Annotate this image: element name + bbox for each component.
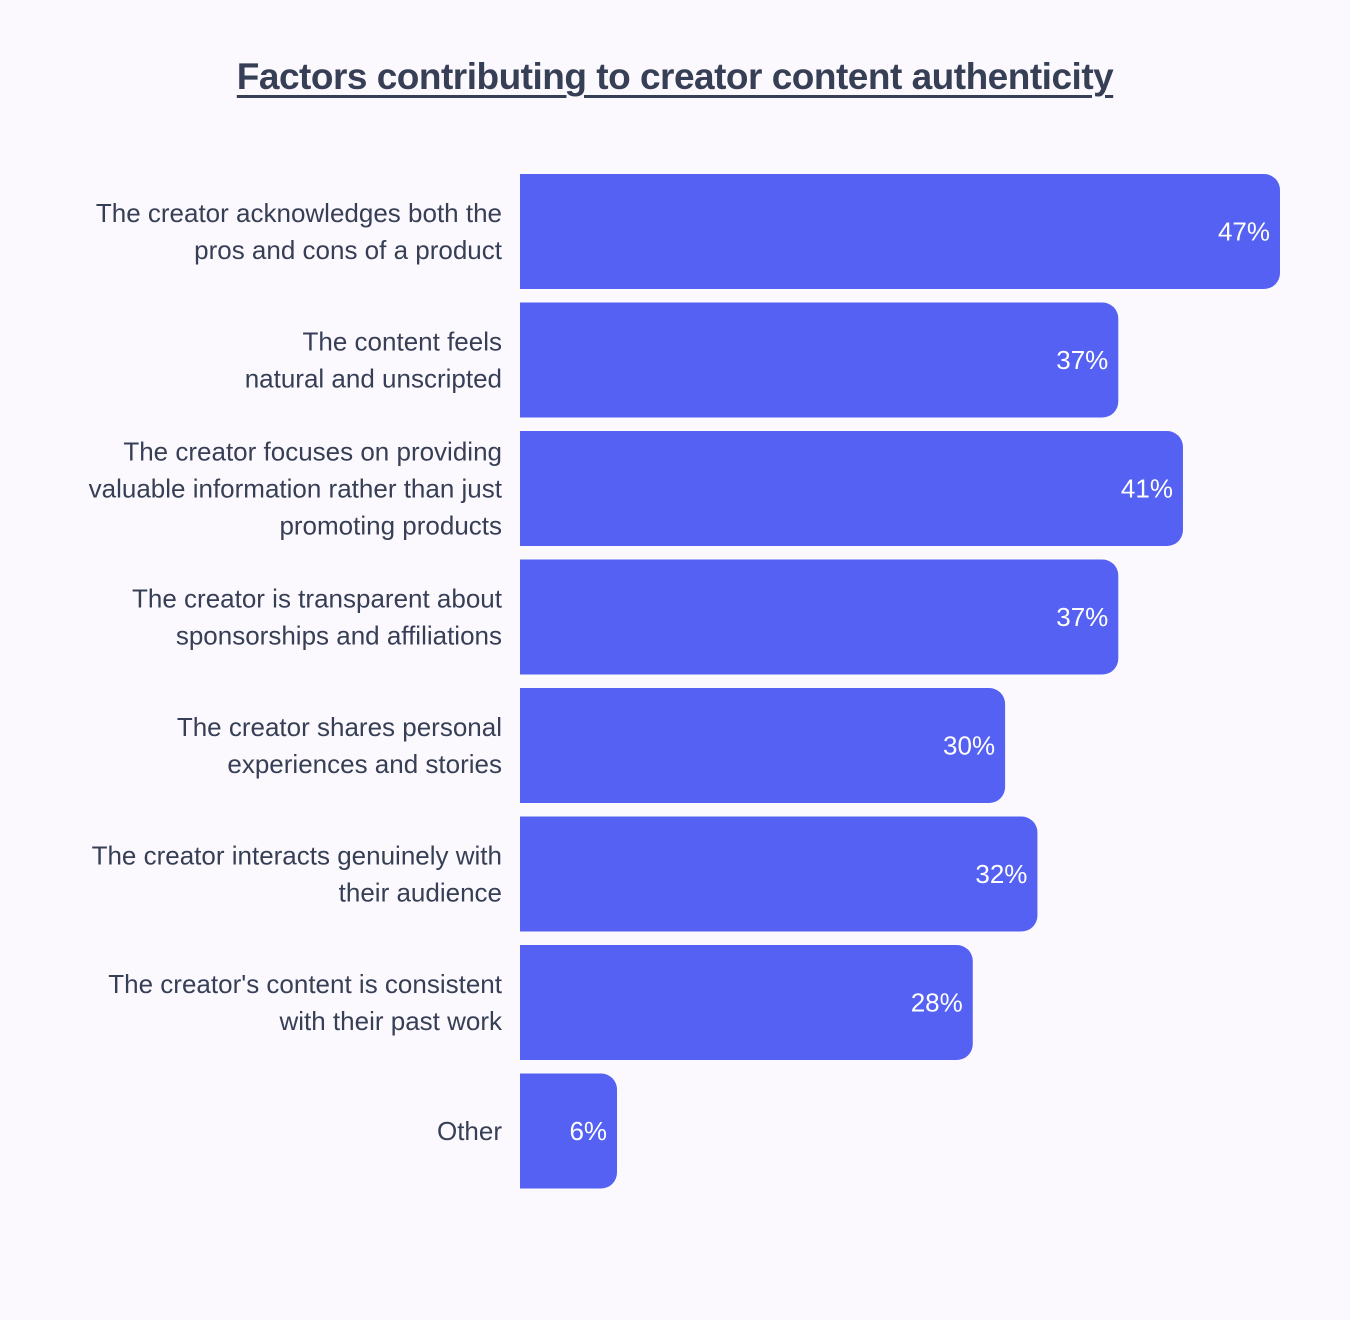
bar [520,1073,618,1189]
category-label-line: experiences and stories [227,749,502,779]
data-label: 37% [1056,602,1108,632]
bar [520,302,1119,418]
chart-title: Factors contributing to creator content … [236,56,1114,97]
category-label-line: The content feels [303,327,502,357]
bar [520,945,973,1060]
category-label: The creator acknowledges both the pros an… [96,198,503,265]
bar [520,431,1183,546]
data-label: 30% [943,731,995,761]
category-label: The creator's content is consistent with … [108,969,503,1036]
category-label-line: The creator acknowledges both the [96,198,502,228]
data-label: 37% [1056,345,1108,375]
data-label: 47% [1218,217,1270,247]
data-label: 32% [975,859,1027,889]
category-label-line: The creator focuses on providing [123,437,502,467]
category-label: The creator interacts genuinely with thei… [92,841,502,908]
category-label: Other [437,1116,502,1146]
bar [520,559,1119,675]
category-label-line: The creator's content is consistent [108,969,502,999]
data-label: 28% [911,988,963,1018]
bar [520,816,1038,932]
category-label-line: Other [437,1116,502,1146]
category-label-line: The creator is transparent about [132,584,503,614]
data-label: 6% [569,1116,607,1146]
category-label-line: their audience [339,878,502,908]
category-label: The content feels natural and unscripted [245,327,502,394]
category-label-line: The creator shares personal [177,712,502,742]
category-label: The creator shares personal experiences a… [177,712,502,779]
bar [520,688,1006,803]
category-label-line: pros and cons of a product [194,235,503,265]
category-label-line: promoting products [279,511,502,541]
data-label: 41% [1121,474,1173,504]
category-label-line: with their past work [278,1006,503,1036]
category-label: The creator focuses on providing valuable… [89,437,503,541]
bar [520,174,1280,289]
category-label-line: sponsorships and affiliations [176,621,502,651]
category-label-line: valuable information rather than just [89,474,503,504]
category-label-line: natural and unscripted [245,364,502,394]
category-label: The creator is transparent about sponsors… [132,584,503,651]
category-label-line: The creator interacts genuinely with [92,841,502,871]
